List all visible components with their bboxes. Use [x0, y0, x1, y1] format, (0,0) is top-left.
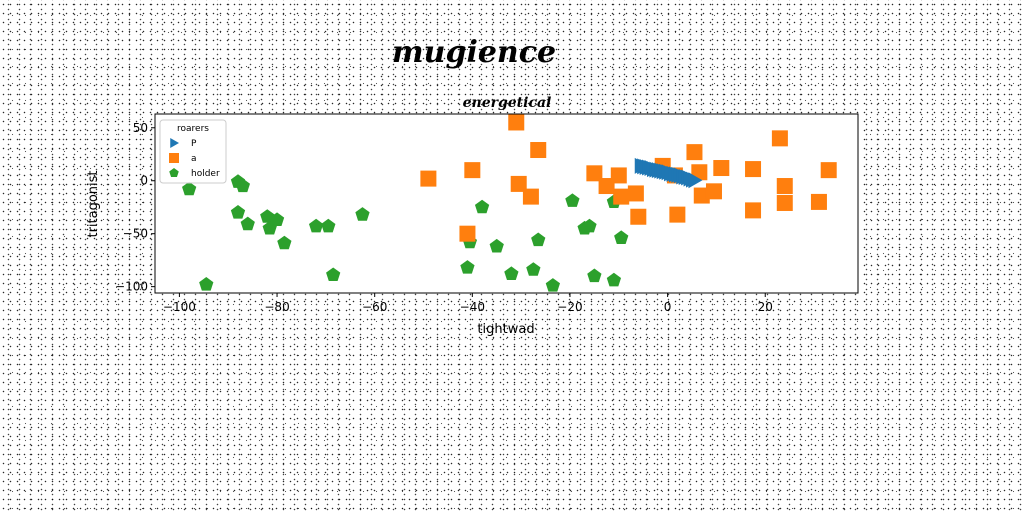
point-a-19 [705, 183, 722, 200]
point-a-4 [510, 175, 527, 192]
legend-items: Pa holder [169, 138, 220, 179]
point-a-9 [610, 167, 627, 184]
point-holder-9 [277, 235, 292, 250]
point-holder-3 [235, 178, 251, 193]
point-a-11 [627, 185, 644, 202]
y-tick-label: 50 [133, 121, 148, 135]
point-a-26 [810, 193, 827, 210]
legend-marker-P [170, 138, 179, 148]
x-tick-label: −20 [557, 300, 582, 314]
point-holder-17 [489, 238, 504, 253]
axes-title: energetical [463, 95, 552, 111]
point-holder-18 [504, 266, 519, 280]
point-a-2 [459, 225, 476, 242]
point-holder-26 [606, 272, 622, 287]
point-a-24 [776, 178, 793, 195]
point-holder-25 [587, 268, 602, 283]
point-holder-21 [545, 278, 561, 292]
point-a-0 [420, 170, 437, 187]
point-a-16 [686, 144, 703, 161]
point-a-23 [771, 130, 788, 147]
point-holder-20 [531, 232, 546, 247]
figure-suptitle: mugience [392, 35, 556, 70]
point-a-27 [820, 162, 837, 179]
x-axis-label: tightwad [477, 322, 534, 337]
point-holder-10 [308, 218, 324, 233]
x-tick-label: −100 [163, 300, 196, 314]
point-a-10 [613, 188, 630, 205]
point-a-5 [522, 188, 539, 205]
point-a-6 [530, 142, 547, 159]
point-holder-11 [321, 218, 336, 233]
x-tick-label: 20 [758, 300, 773, 314]
legend-label-a: a [191, 154, 197, 164]
data-marks [182, 114, 837, 292]
point-a-12 [630, 208, 647, 225]
legend-title: roarers [177, 124, 209, 134]
point-a-21 [745, 161, 762, 178]
x-axis-ticks: −100 −80 −60 −40 −20 0 20 [163, 293, 773, 314]
point-holder-0 [182, 181, 197, 196]
point-a-3 [508, 114, 525, 131]
y-tick-label: −50 [123, 227, 148, 241]
point-a-18 [693, 187, 710, 204]
point-a-22 [745, 202, 762, 219]
x-tick-label: −40 [460, 300, 485, 314]
point-P-22 [688, 172, 703, 189]
legend: roarers Pa holder [159, 119, 227, 184]
point-a-25 [776, 194, 793, 211]
point-holder-8 [269, 212, 285, 226]
y-axis-ticks: −100 −50 0 50 [115, 121, 155, 294]
y-tick-label: 0 [140, 174, 148, 188]
legend-label-holder: holder [191, 169, 220, 179]
x-tick-label: −60 [362, 300, 387, 314]
plot-frame [154, 113, 859, 294]
legend-marker-holder [169, 168, 179, 178]
y-tick-label: −100 [115, 280, 148, 294]
legend-marker-a [169, 153, 179, 163]
point-a-7 [586, 165, 603, 182]
point-holder-13 [355, 207, 370, 221]
point-holder-16 [474, 199, 490, 214]
point-a-8 [598, 178, 615, 195]
point-holder-14 [460, 260, 475, 274]
point-holder-5 [240, 216, 255, 231]
point-holder-28 [614, 230, 629, 244]
point-a-20 [713, 160, 730, 177]
legend-label-P: P [191, 139, 197, 149]
point-holder-4 [230, 205, 246, 219]
x-tick-label: 0 [664, 300, 672, 314]
y-axis-label: tritagonist [86, 170, 101, 237]
point-holder-22 [565, 193, 580, 207]
x-tick-label: −80 [264, 300, 289, 314]
plot-area [155, 114, 858, 293]
point-a-1 [464, 162, 481, 179]
point-holder-12 [326, 267, 341, 282]
point-holder-19 [526, 262, 541, 276]
point-holder-1 [199, 277, 214, 291]
point-a-15 [669, 206, 686, 223]
legend-box [159, 119, 227, 184]
point-holder-24 [582, 218, 597, 233]
